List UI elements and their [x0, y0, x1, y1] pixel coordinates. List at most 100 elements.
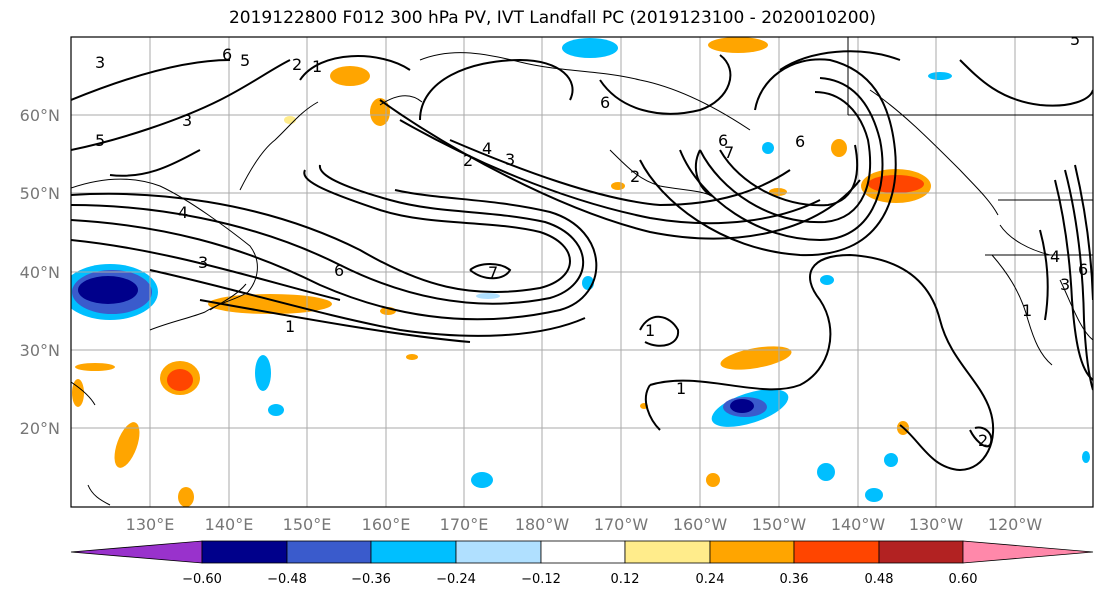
contour-label: 5 — [1070, 30, 1080, 49]
contour-label: 2 — [463, 151, 473, 170]
colorbar-tick-label: 0.36 — [780, 572, 809, 587]
positive-anomaly-patch — [611, 182, 625, 190]
positive-anomaly-patch — [370, 98, 390, 126]
contour-label: 1 — [1022, 301, 1032, 320]
negative-anomaly-patch — [1082, 451, 1090, 463]
contour-label: 3 — [198, 253, 208, 272]
colorbar-tick-label: 0.24 — [696, 572, 725, 587]
negative-anomaly-patch — [762, 142, 774, 154]
map-frame — [70, 36, 1094, 508]
contour-labels: 3 6 5 4 2 1 3 5 4 3 2 6 3 6 7 1 1 1 6 7 … — [95, 30, 1088, 450]
lon-label: 150°E — [283, 515, 332, 534]
contour-label: 5 — [240, 51, 250, 70]
map-title: 2019122800 F012 300 hPa PV, IVT Landfall… — [228, 8, 876, 28]
lon-label: 170°E — [440, 515, 489, 534]
lat-label: 60°N — [20, 106, 60, 125]
colorbar-tick-label: −0.60 — [182, 572, 222, 587]
negative-anomaly-patch — [820, 275, 834, 285]
contour-label: 6 — [1078, 260, 1088, 279]
contour-label: 7 — [724, 143, 734, 162]
anomaly-shading — [71, 37, 1090, 507]
contour-label: 2 — [978, 431, 988, 450]
lon-label: 150°W — [752, 515, 807, 534]
positive-anomaly-patch — [708, 37, 768, 53]
positive-anomaly-patch — [706, 473, 720, 487]
colorbar-segment — [962, 540, 1094, 564]
contour-label: 5 — [95, 131, 105, 150]
pv-contours — [71, 50, 1093, 472]
contour-label: 1 — [676, 379, 686, 398]
positive-anomaly-patch — [75, 363, 115, 371]
lon-label: 130°E — [126, 515, 175, 534]
lon-label: 140°W — [831, 515, 886, 534]
negative-anomaly-patch — [865, 488, 883, 502]
longitude-labels: 130°E 140°E 150°E 160°E 170°E 180°W 170°… — [126, 515, 1043, 534]
positive-anomaly-patch — [330, 66, 370, 86]
colorbar-tick-label: −0.24 — [436, 572, 476, 587]
colorbar-tick-label: 0.48 — [865, 572, 894, 587]
colorbar-tick-label: −0.48 — [267, 572, 307, 587]
negative-anomaly-patch — [268, 404, 284, 416]
colorbar-segment — [709, 540, 795, 564]
lat-label: 20°N — [20, 419, 60, 438]
colorbar-segment — [624, 540, 711, 564]
negative-anomaly-patch — [711, 389, 789, 427]
contour-label: 3 — [182, 111, 192, 130]
lon-label: 120°W — [988, 515, 1043, 534]
colorbar-tick-label: −0.12 — [521, 572, 561, 587]
lon-label: 160°W — [673, 515, 728, 534]
positive-anomaly-patch — [178, 487, 194, 507]
map-area: 3 6 5 4 2 1 3 5 4 3 2 6 3 6 7 1 1 1 6 7 … — [71, 30, 1093, 507]
contour-label: 1 — [312, 57, 322, 76]
positive-anomaly-patch — [114, 422, 140, 468]
colorbar — [70, 540, 1094, 564]
negative-anomaly-patch — [476, 293, 500, 299]
colorbar-segment — [201, 540, 288, 564]
colorbar-segment — [878, 540, 964, 564]
colorbar-ticks: −0.60 −0.48 −0.36 −0.24 −0.12 0.12 0.24 … — [182, 572, 977, 587]
contour-label: 2 — [292, 55, 302, 74]
contour-label: 6 — [718, 131, 728, 150]
positive-anomaly-patch — [720, 346, 792, 370]
negative-anomaly-patch — [928, 72, 952, 80]
colorbar-segment — [286, 540, 372, 564]
positive-anomaly-patch — [831, 139, 847, 157]
positive-anomaly-patch — [769, 188, 787, 196]
contour-label: 4 — [178, 203, 188, 222]
positive-anomaly-patch — [208, 294, 332, 314]
colorbar-segment — [455, 540, 542, 564]
colorbar-segment — [793, 540, 880, 564]
colorbar-tick-label: 0.12 — [611, 572, 640, 587]
lon-label: 170°W — [594, 515, 649, 534]
lon-label: 180°W — [515, 515, 570, 534]
colorbar-tick-label: −0.36 — [351, 572, 391, 587]
lon-label: 160°E — [362, 515, 411, 534]
contour-label: 2 — [630, 167, 640, 186]
positive-anomaly-patch — [406, 354, 418, 360]
contour-label: 3 — [95, 53, 105, 72]
negative-anomaly-patch — [817, 463, 835, 481]
contour-label: 4 — [1050, 247, 1060, 266]
contour-label: 6 — [334, 261, 344, 280]
contour-label: 6 — [600, 93, 610, 112]
negative-anomaly-patch — [255, 355, 271, 391]
contour-label: 4 — [482, 139, 492, 158]
lon-label: 140°E — [205, 515, 254, 534]
contour-label: 3 — [1060, 275, 1070, 294]
negative-anomaly-patch — [71, 264, 158, 320]
colorbar-segment — [370, 540, 457, 564]
colorbar-tick-label: 0.60 — [949, 572, 978, 587]
colorbar-segment — [540, 540, 626, 564]
positive-anomaly-patch — [160, 361, 200, 395]
contour-label: 6 — [222, 45, 232, 64]
positive-anomaly-patch — [72, 379, 84, 407]
contour-label: 7 — [488, 263, 498, 282]
contour-label: 6 — [795, 132, 805, 151]
contour-label: 1 — [285, 317, 295, 336]
negative-anomaly-patch — [884, 453, 898, 467]
lat-label: 50°N — [20, 184, 60, 203]
negative-anomaly-patch — [562, 38, 618, 58]
latitude-labels: 60°N 50°N 40°N 30°N 20°N — [20, 106, 60, 438]
lat-label: 40°N — [20, 263, 60, 282]
